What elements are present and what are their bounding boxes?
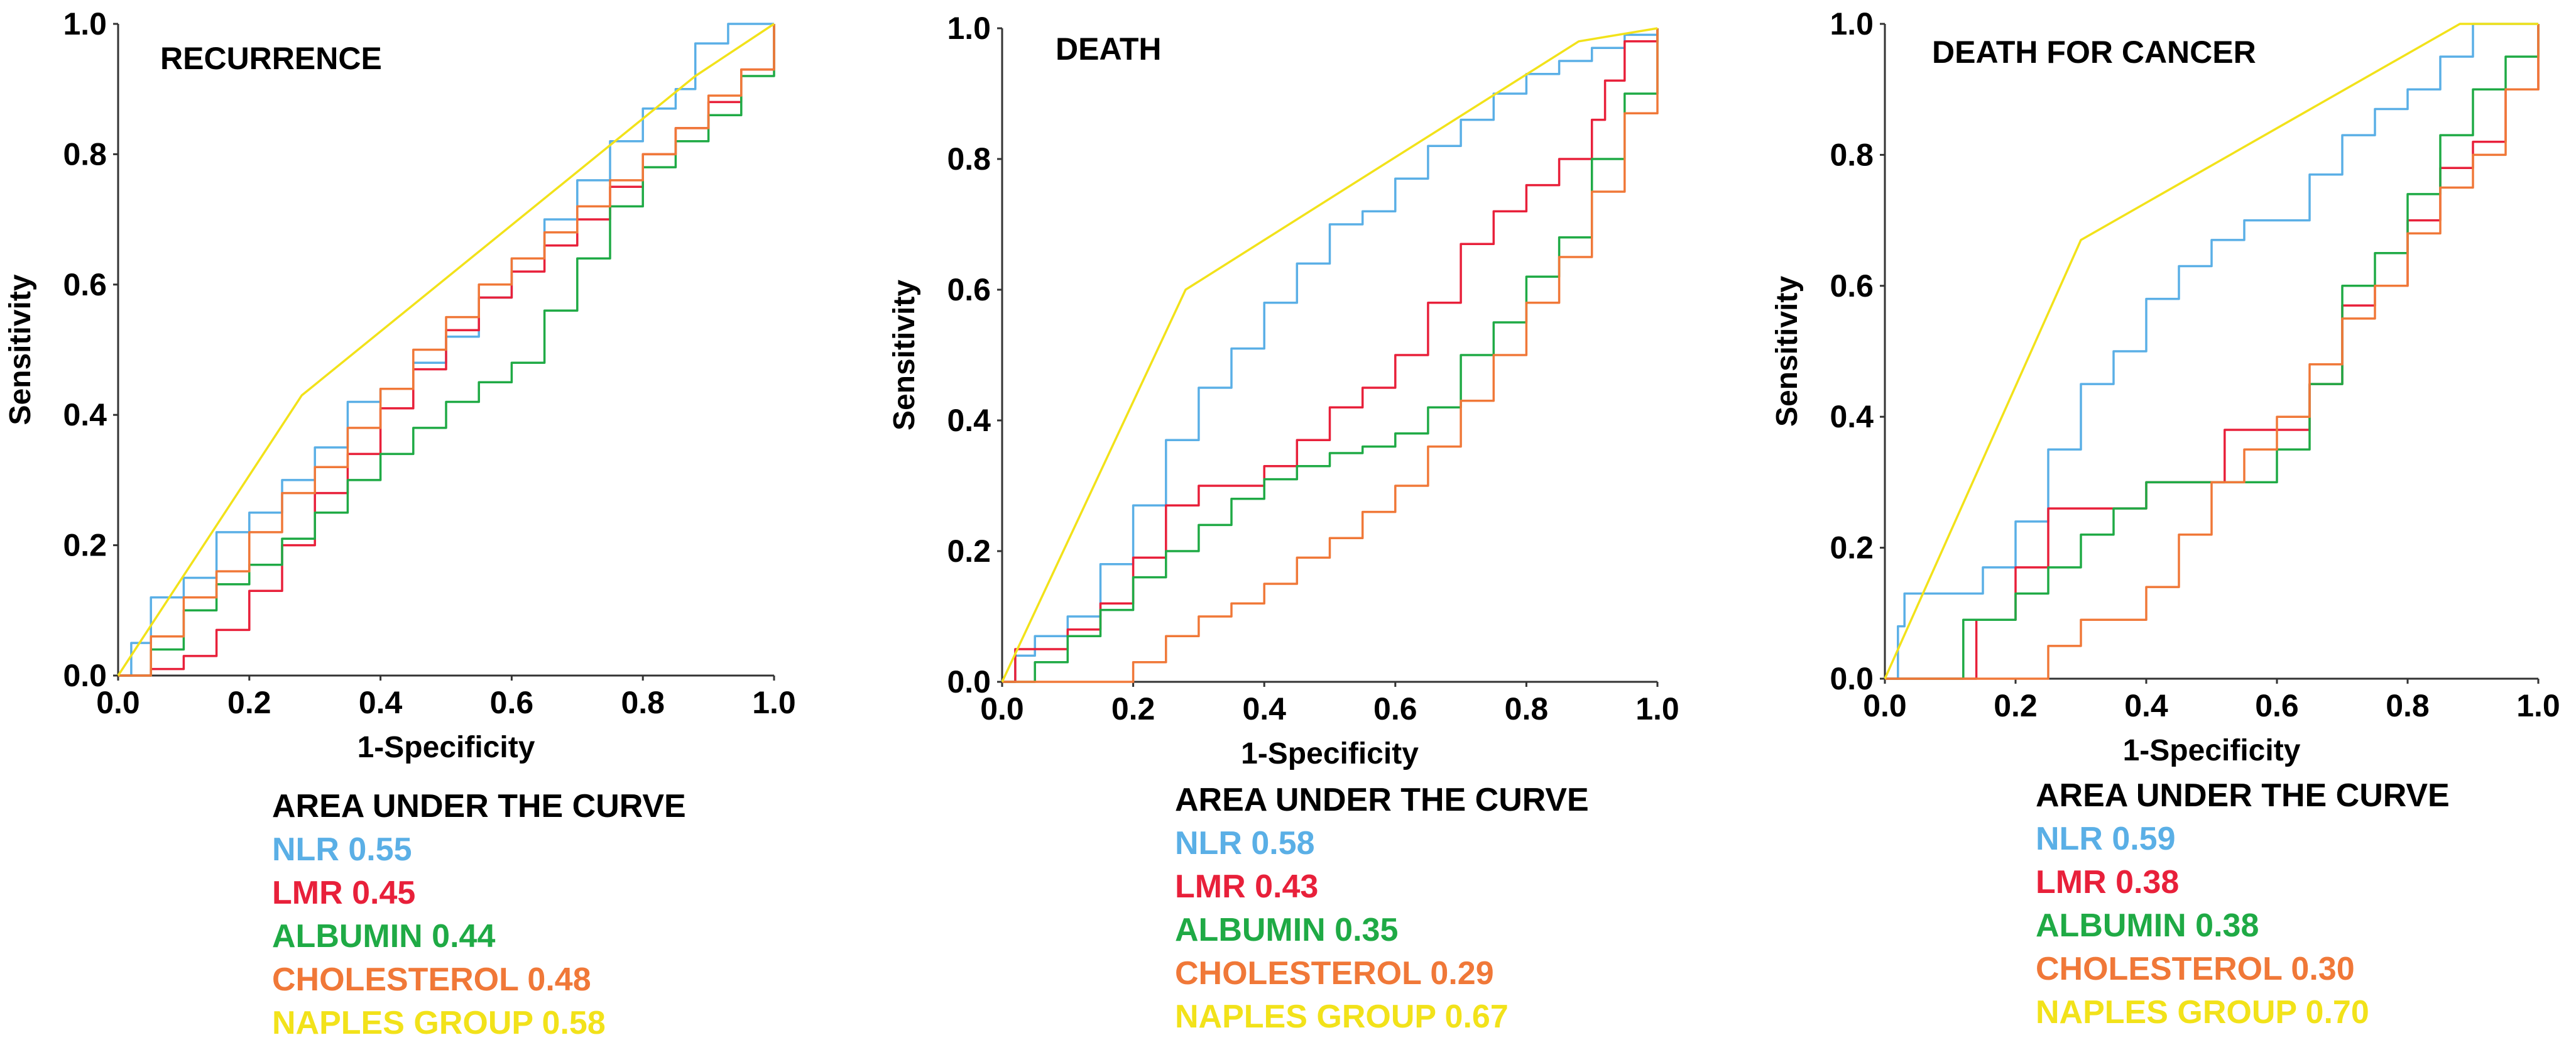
panel-title: DEATH <box>1056 31 1162 67</box>
series-line-cholesterol <box>118 24 775 677</box>
legend-item-cholesterol: CHOLESTEROL 0.30 <box>2036 951 2355 987</box>
legend-item-lmr: LMR 0.38 <box>2036 864 2179 901</box>
panel-title: DEATH FOR CANCER <box>1932 35 2256 70</box>
y-axis-label: Sensitivity <box>1771 276 1804 427</box>
legend-item-naples-group: NAPLES GROUP 0.70 <box>2036 994 2369 1031</box>
roc-panel-3: 0.0 0.2 0.4 0.6 0.8 1.0 0.0 0.2 0.4 0.6 0.8 1.0 1-Sp… <box>1771 6 2560 1031</box>
x-tick-label: 0.2 <box>1111 691 1155 726</box>
y-tick-label: 0.4 <box>1830 399 1874 434</box>
legend-item-nlr: NLR 0.55 <box>272 831 412 868</box>
y-tick-label: 1.0 <box>947 11 991 46</box>
legend-item-cholesterol: CHOLESTEROL 0.48 <box>272 961 591 998</box>
x-tick-label: 0.8 <box>621 685 665 720</box>
y-axis-label: Sensitivity <box>4 274 37 425</box>
legend-title: AREA UNDER THE CURVE <box>272 788 686 824</box>
series-line-albumin <box>1885 24 2540 680</box>
y-tick-label: 0.2 <box>1830 530 1874 566</box>
series-line-naples-group <box>1001 27 1658 682</box>
legend-title: AREA UNDER THE CURVE <box>1175 782 1589 818</box>
y-tick-label: 1.0 <box>63 6 107 41</box>
series-line-cholesterol <box>1885 24 2540 680</box>
x-tick-label: 0.0 <box>96 685 140 720</box>
y-tick-label: 0.4 <box>63 397 107 432</box>
legend-item-naples-group: NAPLES GROUP 0.67 <box>1175 999 1509 1035</box>
y-tick-label: 0.8 <box>63 136 107 172</box>
x-tick-label: 0.6 <box>2255 688 2299 723</box>
series-line-cholesterol <box>1002 28 1659 683</box>
y-axis-label: Sensitivity <box>888 280 921 430</box>
roc-panel-1: 0.0 0.2 0.4 0.6 0.8 1.0 0.0 0.2 0.4 0.6 0.8 1.0 1-Sp… <box>4 6 796 1041</box>
legend-item-naples-group: NAPLES GROUP 0.58 <box>272 1005 606 1041</box>
y-tick-label: 0.0 <box>1830 661 1874 696</box>
y-tick-label: 0.8 <box>947 141 991 177</box>
series-line-naples-group <box>117 23 775 676</box>
series-line-nlr <box>118 23 774 677</box>
y-tick-label: 0.2 <box>63 528 107 563</box>
x-tick-label: 0.8 <box>1505 691 1549 726</box>
y-tick-label: 0.2 <box>947 534 991 569</box>
x-tick-label: 0.6 <box>1373 691 1417 726</box>
x-tick-label: 1.0 <box>2516 688 2560 723</box>
x-tick-label: 1.0 <box>1635 691 1679 726</box>
x-tick-label: 0.2 <box>227 685 271 720</box>
legend-item-lmr: LMR 0.43 <box>1175 868 1318 905</box>
series-line-albumin <box>118 24 775 677</box>
x-axis-label: 1-Specificity <box>2123 734 2301 767</box>
legend-item-albumin: ALBUMIN 0.44 <box>272 918 495 955</box>
legend-item-lmr: LMR 0.45 <box>272 875 415 911</box>
legend-item-nlr: NLR 0.58 <box>1175 825 1315 862</box>
y-tick-label: 0.6 <box>1830 268 1874 304</box>
legend-item-albumin: ALBUMIN 0.38 <box>2036 907 2259 944</box>
legend-item-albumin: ALBUMIN 0.35 <box>1175 912 1398 948</box>
x-tick-label: 0.4 <box>2124 688 2168 723</box>
y-tick-label: 1.0 <box>1830 6 1874 41</box>
legend-item-nlr: NLR 0.59 <box>2036 821 2176 857</box>
x-tick-label: 0.6 <box>490 685 534 720</box>
x-tick-label: 0.0 <box>1863 688 1907 723</box>
x-axis-label: 1-Specificity <box>357 731 535 764</box>
series-line-nlr <box>1002 28 1659 683</box>
series-line-nlr <box>1885 23 2538 680</box>
legend-item-cholesterol: CHOLESTEROL 0.29 <box>1175 955 1494 992</box>
series-line-lmr <box>1002 28 1659 683</box>
panel-title: RECURRENCE <box>160 41 382 76</box>
y-tick-label: 0.0 <box>63 658 107 693</box>
y-tick-label: 0.6 <box>63 267 107 302</box>
legend-title: AREA UNDER THE CURVE <box>2036 777 2450 814</box>
x-tick-label: 0.8 <box>2386 688 2430 723</box>
y-tick-label: 0.8 <box>1830 137 1874 172</box>
x-tick-label: 1.0 <box>752 685 796 720</box>
x-tick-label: 0.2 <box>1994 688 2038 723</box>
x-axis-label: 1-Specificity <box>1241 737 1419 770</box>
roc-panel-2: 0.0 0.2 0.4 0.6 0.8 1.0 0.0 0.2 0.4 0.6 0.8 1.0 1-Sp… <box>888 11 1679 1035</box>
y-tick-label: 0.4 <box>947 403 991 438</box>
x-tick-label: 0.4 <box>1242 691 1286 726</box>
x-tick-label: 0.4 <box>359 685 403 720</box>
y-tick-label: 0.0 <box>947 664 991 699</box>
series-line-naples-group <box>1884 23 2538 679</box>
x-tick-label: 0.0 <box>980 691 1024 726</box>
y-tick-label: 0.6 <box>947 272 991 307</box>
